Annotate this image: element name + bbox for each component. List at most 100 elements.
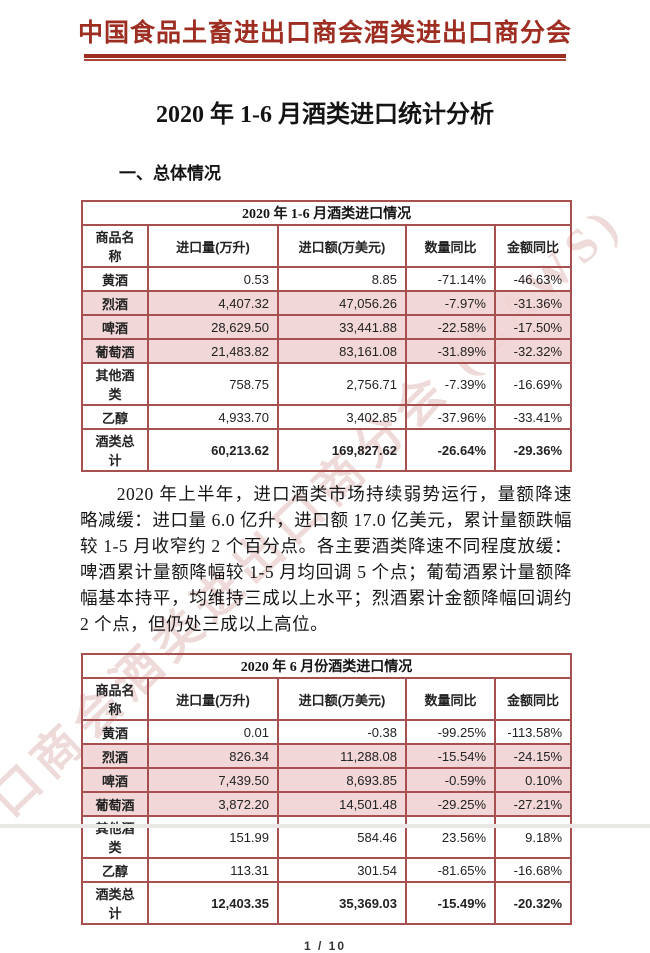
table-title-row: 2020 年 6 月份酒类进口情况 bbox=[80, 653, 573, 679]
column-header-0: 商品名称 bbox=[81, 224, 149, 268]
table-cell: -16.68% bbox=[493, 857, 573, 883]
table-cell: -29.36% bbox=[493, 428, 573, 472]
table-cell: 113.31 bbox=[147, 857, 279, 883]
scan-bottom-edge bbox=[0, 824, 650, 828]
table-cell: 758.75 bbox=[147, 362, 279, 406]
row-label: 烈酒 bbox=[81, 290, 149, 316]
table-cell: -20.32% bbox=[493, 881, 573, 925]
column-header-4: 金额同比 bbox=[493, 677, 573, 721]
import-stats-table-june: 2020 年 6 月份酒类进口情况 商品名称 进口量(万升) 进口额(万美元) 数量同比… bbox=[80, 653, 573, 925]
table-cell: -113.58% bbox=[493, 719, 573, 745]
table-cell: -99.25% bbox=[405, 719, 496, 745]
table-cell: 8,693.85 bbox=[277, 767, 407, 793]
table-cell: 4,933.70 bbox=[147, 404, 279, 430]
column-header-2: 进口额(万美元) bbox=[277, 224, 407, 268]
table-cell: -37.96% bbox=[405, 404, 496, 430]
row-label: 啤酒 bbox=[81, 314, 149, 340]
column-header-2: 进口额(万美元) bbox=[277, 677, 407, 721]
table-cell: -16.69% bbox=[493, 362, 573, 406]
table-title-row: 2020 年 1-6 月酒类进口情况 bbox=[80, 200, 573, 226]
column-header-1: 进口量(万升) bbox=[147, 224, 279, 268]
table-cell: 0.01 bbox=[147, 719, 279, 745]
table-cell: 28,629.50 bbox=[147, 314, 279, 340]
column-header-3: 数量同比 bbox=[405, 224, 496, 268]
row-label: 其他酒类 bbox=[81, 362, 149, 406]
table-cell: 60,213.62 bbox=[147, 428, 279, 472]
table-cell: -0.38 bbox=[277, 719, 407, 745]
column-header-3: 数量同比 bbox=[405, 677, 496, 721]
row-label: 黄酒 bbox=[81, 719, 149, 745]
table-cell: 2,756.71 bbox=[277, 362, 407, 406]
import-stats-table-jan-jun: 2020 年 1-6 月酒类进口情况 商品名称 进口量(万升) 进口额(万美元) 数量同… bbox=[80, 200, 573, 472]
table-cell: 23.56% bbox=[405, 815, 496, 859]
table-cell: -31.36% bbox=[493, 290, 573, 316]
table-cell: 584.46 bbox=[277, 815, 407, 859]
table-row: 黄酒 0.53 8.85 -71.14% -46.63% bbox=[81, 266, 573, 292]
row-label: 酒类总计 bbox=[81, 881, 149, 925]
table-cell: -81.65% bbox=[405, 857, 496, 883]
row-label: 葡萄酒 bbox=[81, 791, 149, 817]
table-row: 烈酒 826.34 11,288.08 -15.54% -24.15% bbox=[81, 743, 573, 769]
table-cell: 12,403.35 bbox=[147, 881, 279, 925]
table-cell: 3,872.20 bbox=[147, 791, 279, 817]
table-cell: 9.18% bbox=[493, 815, 573, 859]
table-cell: -32.32% bbox=[493, 338, 573, 364]
table-cell: 83,161.08 bbox=[277, 338, 407, 364]
banner-double-rule bbox=[84, 54, 566, 61]
table-wrap-june: 2020 年 6 月份酒类进口情况 商品名称 进口量(万升) 进口额(万美元) 数量同比… bbox=[80, 653, 650, 925]
table-cell: 8.85 bbox=[277, 266, 407, 292]
table-row: 其他酒类 151.99 584.46 23.56% 9.18% bbox=[81, 815, 573, 859]
table-cell: -29.25% bbox=[405, 791, 496, 817]
table-cell: 21,483.82 bbox=[147, 338, 279, 364]
table-cell: -46.63% bbox=[493, 266, 573, 292]
table-row: 啤酒 28,629.50 33,441.88 -22.58% -17.50% bbox=[81, 314, 573, 340]
column-header-1: 进口量(万升) bbox=[147, 677, 279, 721]
table-row: 乙醇 4,933.70 3,402.85 -37.96% -33.41% bbox=[81, 404, 573, 430]
table-row: 啤酒 7,439.50 8,693.85 -0.59% 0.10% bbox=[81, 767, 573, 793]
table-cell: 3,402.85 bbox=[277, 404, 407, 430]
table-cell: -22.58% bbox=[405, 314, 496, 340]
table-row: 乙醇 113.31 301.54 -81.65% -16.68% bbox=[81, 857, 573, 883]
table-title: 2020 年 1-6 月酒类进口情况 bbox=[80, 200, 573, 226]
row-label: 酒类总计 bbox=[81, 428, 149, 472]
table-cell: 151.99 bbox=[147, 815, 279, 859]
table-cell: -27.21% bbox=[493, 791, 573, 817]
table-cell: 7,439.50 bbox=[147, 767, 279, 793]
table-cell: -15.49% bbox=[405, 881, 496, 925]
table-row: 其他酒类 758.75 2,756.71 -7.39% -16.69% bbox=[81, 362, 573, 406]
table-row: 烈酒 4,407.32 47,056.26 -7.97% -31.36% bbox=[81, 290, 573, 316]
table-cell: -71.14% bbox=[405, 266, 496, 292]
table-row: 酒类总计 12,403.35 35,369.03 -15.49% -20.32% bbox=[81, 881, 573, 925]
table-title: 2020 年 6 月份酒类进口情况 bbox=[80, 653, 573, 679]
table-header-row: 商品名称 进口量(万升) 进口额(万美元) 数量同比 金额同比 bbox=[81, 224, 573, 268]
table-cell: -0.59% bbox=[405, 767, 496, 793]
row-label: 乙醇 bbox=[81, 857, 149, 883]
table-cell: 0.10% bbox=[493, 767, 573, 793]
table-cell: -15.54% bbox=[405, 743, 496, 769]
column-header-4: 金额同比 bbox=[493, 224, 573, 268]
row-label: 啤酒 bbox=[81, 767, 149, 793]
table-cell: -33.41% bbox=[493, 404, 573, 430]
table-cell: 301.54 bbox=[277, 857, 407, 883]
table-cell: 0.53 bbox=[147, 266, 279, 292]
table-row: 黄酒 0.01 -0.38 -99.25% -113.58% bbox=[81, 719, 573, 745]
table-cell: -7.39% bbox=[405, 362, 496, 406]
column-header-0: 商品名称 bbox=[81, 677, 149, 721]
section-heading-overview: 一、总体情况 bbox=[119, 164, 221, 183]
row-label: 黄酒 bbox=[81, 266, 149, 292]
summary-paragraph: 2020 年上半年，进口酒类市场持续弱势运行，量额降速略减缓：进口量 6.0 亿… bbox=[80, 484, 572, 634]
table-row: 葡萄酒 21,483.82 83,161.08 -31.89% -32.32% bbox=[81, 338, 573, 364]
row-label: 葡萄酒 bbox=[81, 338, 149, 364]
table-cell: 169,827.62 bbox=[277, 428, 407, 472]
table-cell: 14,501.48 bbox=[277, 791, 407, 817]
table-header-row: 商品名称 进口量(万升) 进口额(万美元) 数量同比 金额同比 bbox=[81, 677, 573, 721]
table-cell: -24.15% bbox=[493, 743, 573, 769]
table-cell: -7.97% bbox=[405, 290, 496, 316]
table-cell: 47,056.26 bbox=[277, 290, 407, 316]
row-label: 烈酒 bbox=[81, 743, 149, 769]
table-cell: 33,441.88 bbox=[277, 314, 407, 340]
row-label: 乙醇 bbox=[81, 404, 149, 430]
document-title: 2020 年 1-6 月酒类进口统计分析 bbox=[156, 102, 494, 128]
page-number: 1 / 10 bbox=[303, 939, 347, 953]
association-banner-title: 中国食品土畜进出口商会酒类进出口商分会 bbox=[77, 20, 572, 47]
